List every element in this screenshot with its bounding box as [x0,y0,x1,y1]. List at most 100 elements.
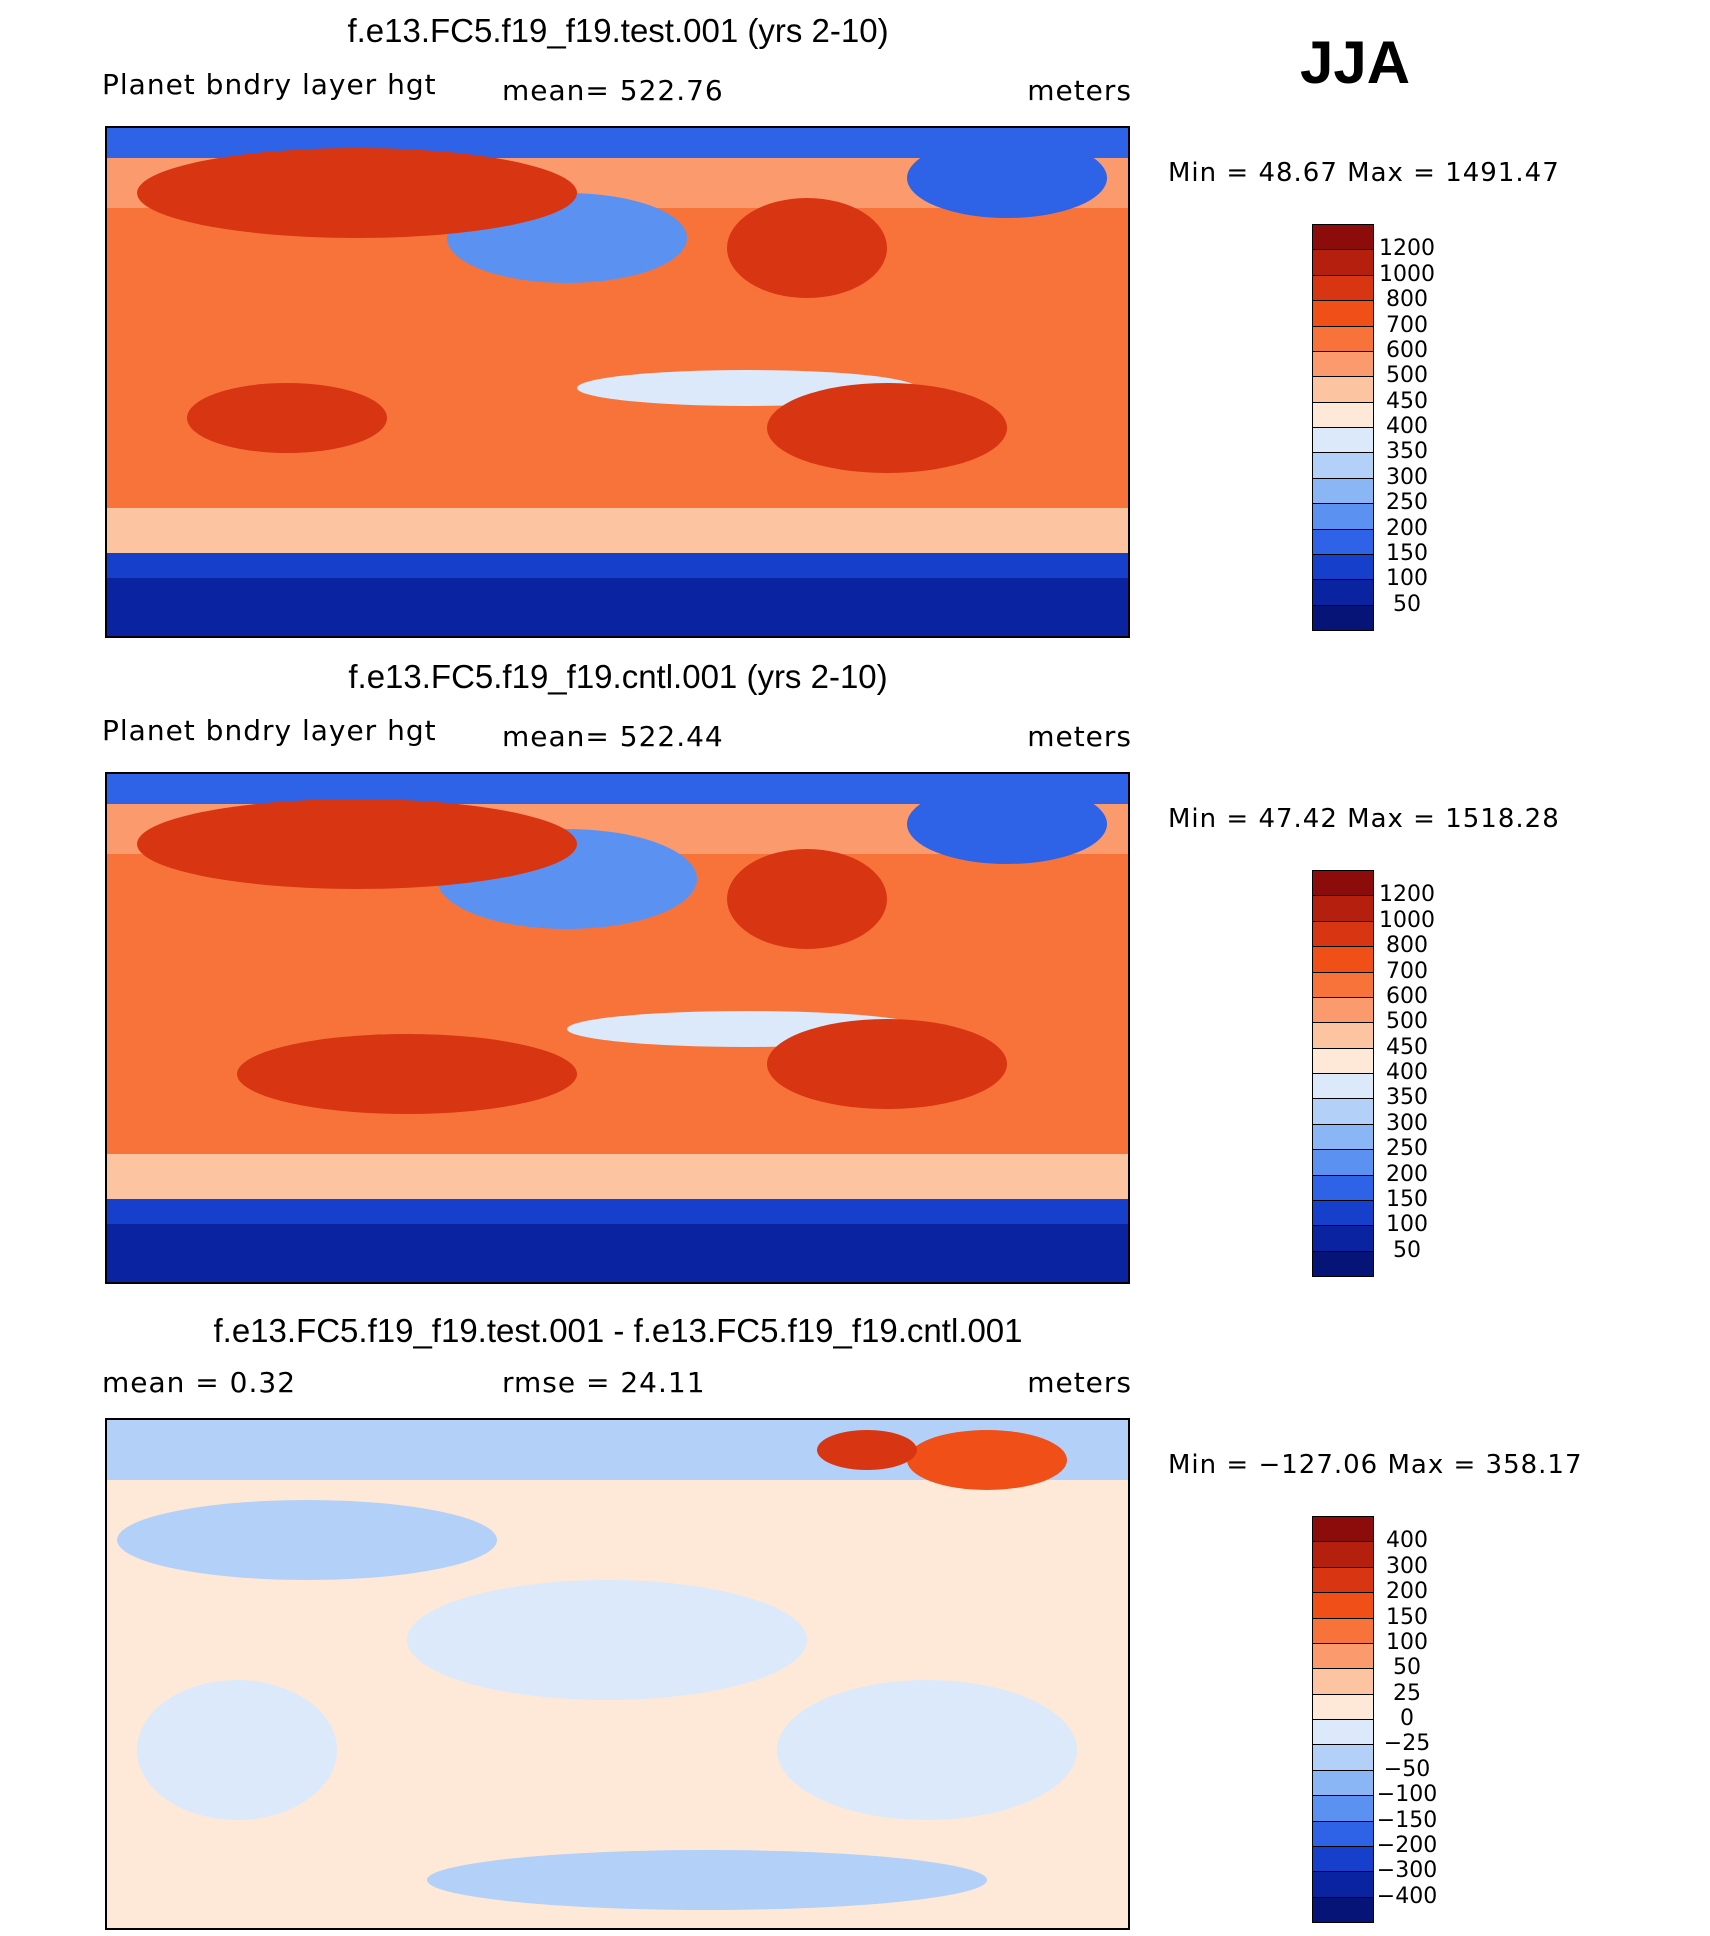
colorbar-tick-label: 400 [1386,1528,1428,1554]
colorbar-tick-label: 500 [1386,1009,1428,1035]
panel-3-eurasia-neg [117,1500,497,1580]
colorbar-tick-label: 450 [1386,1034,1428,1060]
colorbar-tick-label: 200 [1386,1579,1428,1605]
panel-1-mean: mean= 522.76 [502,74,724,107]
colorbar-swatch [1312,1566,1374,1594]
colorbar-tick-label: 350 [1386,1085,1428,1111]
panel-1-field-svg [107,128,1128,636]
colorbar-tick-label: 100 [1386,1212,1428,1238]
panel-1-satlantic-hot [767,383,1007,473]
colorbar-tick-label: 500 [1386,363,1428,389]
colorbar-swatch [1312,274,1374,302]
panel-2-mean: mean= 522.44 [502,720,724,753]
colorbar-tick-label: 50 [1393,1237,1421,1263]
colorbar-swatch [1312,1073,1374,1100]
panel-3-greenland-pos [907,1430,1067,1490]
season-label: JJA [1300,29,1411,96]
panel-2-greenland-blue [907,784,1107,864]
colorbar-swatch [1312,1225,1374,1252]
colorbar-swatch [1312,870,1374,897]
colorbar-tick-label: 600 [1386,983,1428,1009]
panel-3-map [105,1418,1130,1930]
colorbar-swatch [1312,1845,1374,1873]
panel-2-colorbar: 1200 1000 800 700 600 500 450 400 350 300 250 200 15… [1312,870,1435,1277]
panel-2-sindian-hot [237,1034,577,1114]
panel-1-map [105,126,1130,638]
panel-3-atlantic-neg [777,1680,1077,1820]
colorbar-tick-label: 1200 [1379,236,1435,262]
colorbar-tick-label: 700 [1386,958,1428,984]
colorbar-tick-label: −25 [1383,1731,1431,1757]
colorbar-swatch [1312,528,1374,555]
panel-3-min-max: Min = −127.06 Max = 358.17 [1168,1450,1583,1480]
colorbar-tick-label: 800 [1386,287,1428,313]
colorbar-tick-label: −300 [1376,1858,1438,1884]
panel-2-antarctic-core [107,1224,1128,1282]
colorbar-tick-label: 150 [1386,540,1428,566]
panel-3-rmse: rmse = 24.11 [502,1366,706,1399]
colorbar-swatch [1312,224,1374,251]
panel-2-map [105,772,1130,1284]
colorbar-tick-label: 350 [1386,439,1428,465]
colorbar-tick-label: 600 [1386,337,1428,363]
colorbar-tick-label: 450 [1386,388,1428,414]
colorbar-tick-label: 300 [1386,1110,1428,1136]
panel-1-antarctic-core [107,578,1128,636]
colorbar-tick-label: 50 [1393,1655,1421,1681]
panel-1-namerica-hot [727,198,887,298]
panel-3-pacific-neg [407,1580,807,1700]
colorbar-tick-label: −50 [1383,1756,1431,1782]
colorbar-swatch [1312,604,1374,631]
panel-3-southern-neg [427,1850,987,1910]
colorbar-tick-label: 250 [1386,1136,1428,1162]
panel-3-arctic-pos [817,1430,917,1470]
colorbar-tick-label: 150 [1386,1186,1428,1212]
panel-2-units: meters [1027,720,1132,753]
colorbar-tick-label: −400 [1376,1883,1438,1909]
colorbar-swatch [1312,971,1374,998]
colorbar-swatch [1312,1022,1374,1049]
panel-3-field-svg [107,1420,1128,1928]
colorbar-tick-label: −100 [1376,1782,1438,1808]
colorbar-swatch [1312,376,1374,403]
colorbar-swatch [1312,1516,1374,1543]
colorbar-tick-label: 100 [1386,1629,1428,1655]
panel-2-field-svg [107,774,1128,1282]
colorbar-swatch [1312,1795,1374,1822]
colorbar-tick-label: 1000 [1379,907,1435,933]
colorbar-tick-label: 1000 [1379,261,1435,287]
panel-1-min-max: Min = 48.67 Max = 1491.47 [1168,158,1560,188]
colorbar-tick-label: 400 [1386,1060,1428,1085]
colorbar-tick-label: 50 [1393,591,1421,617]
colorbar-tick-label: −150 [1376,1807,1438,1833]
colorbar-swatch [1312,1199,1374,1227]
colorbar-swatch [1312,946,1374,973]
colorbar-swatch [1312,1744,1374,1771]
panel-1-greenland-blue [907,138,1107,218]
colorbar-swatch [1312,895,1374,922]
colorbar-tick-label: 0 [1400,1706,1414,1731]
panel-1-variable-label: Planet bndry layer hgt [102,68,437,101]
colorbar-tick-label: 250 [1386,490,1428,516]
panel-3-africa-neg [137,1680,337,1820]
colorbar-tick-label: 150 [1386,1604,1428,1630]
panel-1-units: meters [1027,74,1132,107]
panel-2-satlantic-hot [767,1019,1007,1109]
panel-1-colorbar: 1200 1000 800 700 600 500 450 400 350 300 250 200 15… [1312,224,1435,631]
colorbar-swatch [1312,1250,1374,1277]
panel-2-title: f.e13.FC5.f19_f19.cntl.001 (yrs 2-10) [348,658,888,695]
colorbar-tick-label: 200 [1386,1161,1428,1187]
colorbar-swatch [1312,1820,1374,1847]
colorbar-swatch [1312,401,1374,428]
colorbar-tick-label: 100 [1386,566,1428,592]
panel-2-min-max: Min = 47.42 Max = 1518.28 [1168,804,1560,834]
panel-1-eurasia-hot [137,148,577,238]
colorbar-tick-label: 800 [1386,933,1428,959]
panel-2-eurasia-hot [137,799,577,889]
colorbar-tick-label: 200 [1386,515,1428,541]
colorbar-swatch [1312,1896,1374,1923]
colorbar-tick-label: 300 [1386,464,1428,490]
panel-3-mean: mean = 0.32 [102,1366,297,1399]
colorbar-tick-label: 300 [1386,1553,1428,1579]
panel-2-namerica-hot [727,849,887,949]
